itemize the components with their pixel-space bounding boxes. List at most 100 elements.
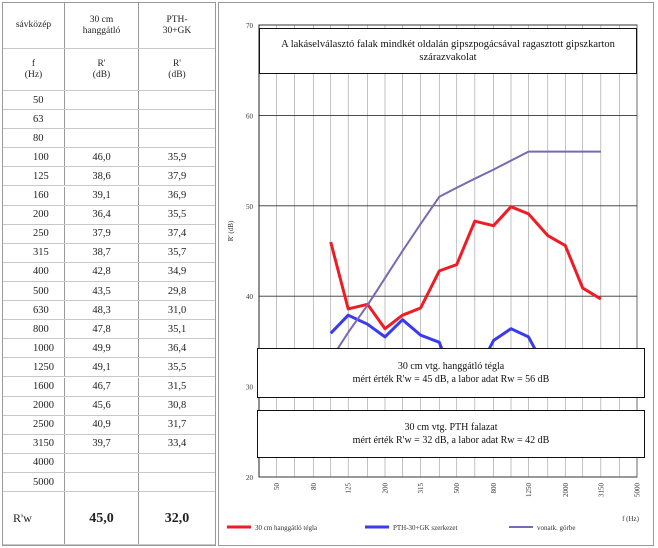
- series-line-0: [329, 205, 602, 331]
- table-row-cell-1: [65, 473, 139, 492]
- table-row-cell-1: [65, 129, 139, 148]
- table-row-cell-2: 34,9: [167, 266, 187, 278]
- table-row-cell-1: 46,7: [65, 377, 139, 396]
- table-row: 315 38,7 35,7: [3, 243, 215, 263]
- table-row-cell-0: 315: [3, 243, 65, 262]
- table-row-cell-1: 36,4: [65, 205, 139, 224]
- x-tick-label: 5000: [634, 483, 642, 498]
- x-tick-label: 315: [417, 483, 425, 494]
- table-row: 50: [3, 91, 215, 111]
- table-row-cell-2: 35,1: [167, 323, 187, 335]
- table-row-cell-2: [139, 473, 215, 491]
- table-row-cell-1: 39,7: [65, 434, 139, 453]
- table-row-cell-0: 160: [3, 186, 65, 205]
- table-row-cell-1: 43,5: [65, 282, 139, 301]
- table-row: 4000: [3, 453, 215, 473]
- annotation-brick-line2: mért érték R'w = 45 dB, a labor adat Rw …: [352, 374, 550, 385]
- table-row-cell-1: 38,6: [65, 167, 139, 186]
- table-row: 400 42,8 34,9: [3, 262, 215, 282]
- table-row-cell-2: 35,7: [167, 247, 187, 259]
- table-row: 1600 46,7 31,5: [3, 377, 215, 397]
- table-row-cell-2: 35,5: [167, 209, 187, 221]
- x-tick-label: 500: [453, 483, 461, 494]
- table-row-cell-2: 35,5: [167, 361, 187, 373]
- table-row-cell-0: 63: [3, 110, 65, 129]
- table-row-cell-1: 47,8: [65, 320, 139, 339]
- table-row-cell-1: 39,1: [65, 186, 139, 205]
- series-line-2: [329, 150, 601, 361]
- table-row-cell-1: 45,6: [65, 396, 139, 415]
- table-row-cell-2: 31,0: [167, 304, 187, 316]
- table-row-cell-2: 30,8: [167, 400, 187, 412]
- table-row-cell-0: 50: [3, 91, 65, 110]
- table-row-cell-1: 42,8: [65, 262, 139, 281]
- table-row-cell-0: 5000: [3, 473, 65, 492]
- table-row: 160 39,1 36,9: [3, 186, 215, 206]
- plot-area: [258, 24, 638, 478]
- table-row: 2000 45,6 30,8: [3, 396, 215, 416]
- y-axis-label: R' (dB): [227, 220, 235, 241]
- annotation-box-brick: 30 cm vtg. hanggátló tégla mért érték R'…: [257, 348, 645, 398]
- table-total-row: R'w 45,0 32,0: [3, 492, 215, 545]
- y-tick-label: 30: [246, 384, 254, 392]
- table-row-cell-1: 38,7: [65, 243, 139, 262]
- table-row: 500 43,5 29,8: [3, 282, 215, 302]
- table-row-cell-1: 40,9: [65, 415, 139, 434]
- y-tick-label: 70: [246, 22, 254, 30]
- table-total-row-cell-0: R'w: [3, 492, 65, 544]
- table-row-cell-2: [139, 91, 215, 109]
- table-unit-row-cell-2: R' (dB): [168, 58, 186, 80]
- y-tick-label: 60: [246, 112, 254, 120]
- table-row-cell-0: 3150: [3, 434, 65, 453]
- x-tick-label: 1250: [525, 483, 533, 498]
- data-table: sávközép 30 cm hanggátló PTH- 30+GK f (Hz) R…: [2, 2, 216, 546]
- table-header-row: sávközép 30 cm hanggátló PTH- 30+GK: [3, 3, 215, 49]
- table-header-row-cell-1: 30 cm hanggátló: [65, 3, 139, 48]
- chart-panel: 20 30 40 50 60 70 50 80 125 200 315 500 800 1250 2000 3…: [218, 2, 654, 546]
- table-header-row-cell-0: sávközép: [3, 3, 65, 48]
- legend-label: 30 cm hanggátló tégla: [255, 524, 318, 532]
- table-row: 3150 39,7 33,4: [3, 434, 215, 454]
- table-row-cell-1: 46,0: [65, 148, 139, 167]
- table-row-cell-0: 500: [3, 282, 65, 301]
- table-row-cell-0: 800: [3, 320, 65, 339]
- table-row-cell-1: 37,9: [65, 224, 139, 243]
- table-row: 630 48,3 31,0: [3, 301, 215, 321]
- table-row: 1000 49,9 36,4: [3, 339, 215, 359]
- x-axis-label: f (Hz): [622, 515, 640, 523]
- table-row-cell-0: 1250: [3, 358, 65, 377]
- table-row-cell-0: 80: [3, 129, 65, 148]
- table-row-cell-0: 400: [3, 262, 65, 281]
- x-tick-label: 200: [382, 483, 390, 494]
- table-row-cell-2: [139, 110, 215, 128]
- legend-label: vonatk. görbe: [537, 524, 576, 532]
- table-row: 63: [3, 110, 215, 130]
- y-tick-label: 40: [246, 293, 254, 301]
- x-tick-label: 50: [273, 483, 281, 491]
- table-row-cell-0: 2500: [3, 415, 65, 434]
- x-tick-label: 125: [345, 483, 353, 494]
- table-total-row-cell-1: 45,0: [65, 492, 139, 544]
- table-row: 2500 40,9 31,7: [3, 415, 215, 435]
- table-row: 125 38,6 37,9: [3, 167, 215, 187]
- table-row-cell-2: 36,4: [167, 342, 187, 354]
- table-row-cell-1: [65, 91, 139, 110]
- x-tick-label: 800: [490, 483, 498, 494]
- chart-title: A lakáselválasztó falak mindkét oldalán …: [281, 39, 615, 63]
- annotation-pth-line1: 30 cm vtg. PTH falazat: [404, 422, 498, 433]
- y-tick-label: 50: [246, 203, 254, 211]
- table-row-cell-2: 37,9: [167, 170, 187, 182]
- table-row-cell-0: 2000: [3, 396, 65, 415]
- table-row-cell-2: [139, 129, 215, 147]
- table-row-cell-0: 125: [3, 167, 65, 186]
- annotation-pth-line2: mért érték R'w = 32 dB, a labor adat Rw …: [352, 435, 550, 446]
- table-row-cell-1: 49,1: [65, 358, 139, 377]
- annotation-brick-line1: 30 cm vtg. hanggátló tégla: [397, 361, 505, 372]
- table-row: 80: [3, 129, 215, 149]
- sound-insulation-chart: 20 30 40 50 60 70 50 80 125 200 315 500 800 1250 2000 3…: [227, 22, 642, 532]
- table-header-row-cell-2: PTH- 30+GK: [162, 14, 192, 36]
- table-row-cell-2: 36,9: [167, 190, 187, 202]
- table-row-cell-0: 1000: [3, 339, 65, 358]
- table-row-cell-2: 33,4: [167, 438, 187, 450]
- table-row-cell-2: 37,4: [167, 228, 187, 240]
